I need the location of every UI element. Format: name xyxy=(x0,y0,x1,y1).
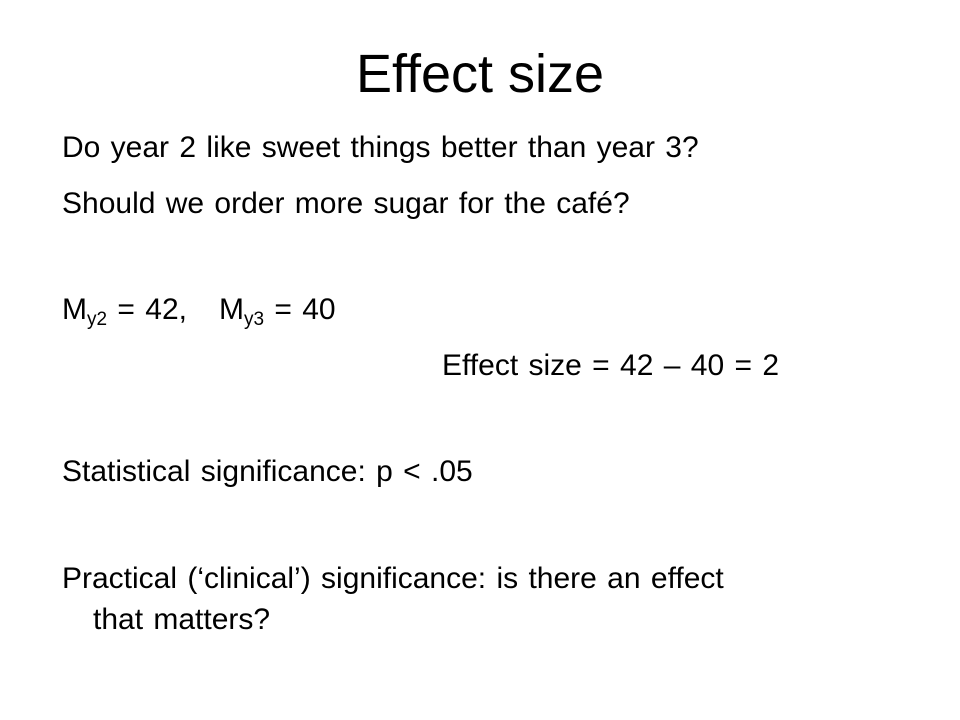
slide-title: Effect size xyxy=(355,44,605,104)
mean-y2-subscript: y2 xyxy=(87,309,108,330)
mean-y3-letter: M xyxy=(218,293,244,326)
practical-significance-line-2: that matters? xyxy=(93,603,271,636)
statistical-significance-line: Statistical significance: p < .05 xyxy=(62,455,473,488)
effect-size-line: Effect size = 42 – 40 = 2 xyxy=(442,349,779,382)
mean-y2-value: = 42, xyxy=(107,293,187,326)
practical-significance-line-1: Practical (‘clinical’) significance: is … xyxy=(62,562,724,595)
question-line-2: Should we order more sugar for the café? xyxy=(62,187,630,220)
question-line-1: Do year 2 like sweet things better than … xyxy=(62,131,699,164)
means-line: My2 = 42, My3 = 40 xyxy=(62,292,336,332)
mean-y2-letter: M xyxy=(62,293,87,326)
mean-y3-value: = 40 xyxy=(264,293,336,326)
mean-y3-subscript: y3 xyxy=(243,309,265,330)
